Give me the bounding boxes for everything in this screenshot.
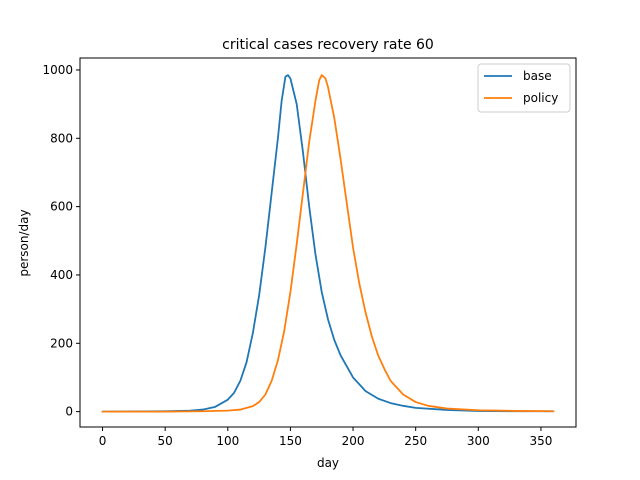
series-line-policy xyxy=(101,74,555,413)
y-tick-label: 600 xyxy=(50,200,73,214)
x-tick-label: 150 xyxy=(279,434,302,448)
y-tick-label: 400 xyxy=(50,268,73,282)
x-tick-label: 200 xyxy=(342,434,365,448)
chart-title: critical cases recovery rate 60 xyxy=(222,37,434,53)
plot-area-frame xyxy=(79,57,577,428)
x-tick-label: 50 xyxy=(158,434,173,448)
x-tick-label: 250 xyxy=(404,434,427,448)
y-axis-label: person/day xyxy=(17,209,31,276)
x-tick-label: 300 xyxy=(467,434,490,448)
x-tick-label: 350 xyxy=(529,434,552,448)
x-tick-label: 0 xyxy=(99,434,107,448)
x-axis-label: day xyxy=(317,456,339,470)
legend: base policy xyxy=(477,63,571,113)
legend-label-base: base xyxy=(523,69,552,83)
y-tick-label: 0 xyxy=(65,405,73,419)
axis-ticks: 0 50 100 150 200 250 300 350 0 200 400 600 800 1000 xyxy=(42,63,552,448)
series-line-base xyxy=(101,74,555,413)
series-group xyxy=(101,74,555,413)
y-tick-label: 1000 xyxy=(42,63,73,77)
x-tick-label: 100 xyxy=(216,434,239,448)
legend-label-policy: policy xyxy=(523,91,558,105)
y-tick-label: 200 xyxy=(50,336,73,350)
y-tick-label: 800 xyxy=(50,131,73,145)
